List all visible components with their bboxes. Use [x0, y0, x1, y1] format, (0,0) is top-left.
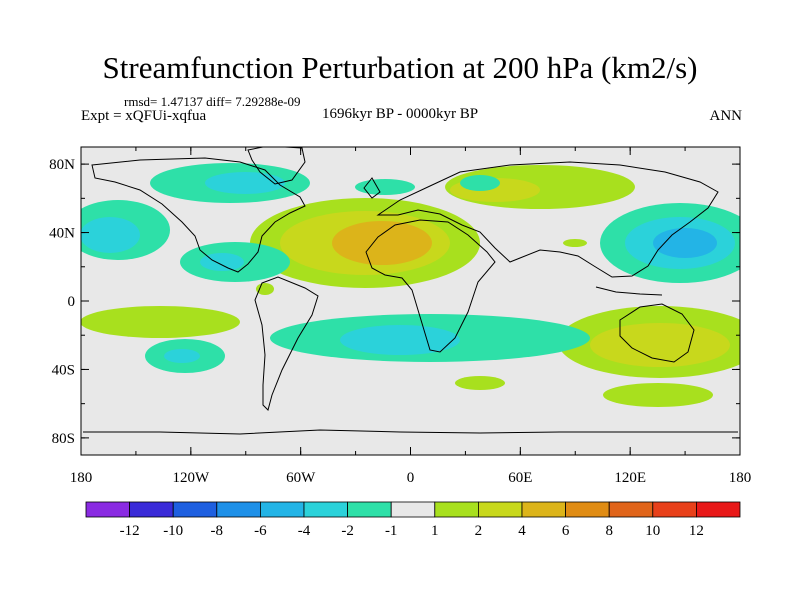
colorbar-swatch: [259, 501, 305, 518]
coastlines: [83, 147, 738, 435]
colorbar-swatch: [608, 501, 654, 518]
colorbar-swatch: [652, 501, 697, 518]
lat-label: 40S: [52, 362, 75, 378]
negative-anomaly-minor: [355, 175, 500, 195]
colorbar-label: -10: [163, 523, 183, 539]
colorbar-swatch: [565, 501, 610, 518]
colorbar-swatch: [129, 501, 174, 518]
colorbar-label: 10: [645, 523, 660, 539]
colorbar-label: -6: [254, 523, 267, 539]
positive-anomaly-australia: [558, 306, 740, 378]
positive-anomaly-south-pacific: [81, 306, 240, 338]
negative-anomaly-south-pacific: [145, 339, 225, 373]
colorbar-swatch: [347, 501, 392, 518]
lon-label: 120E: [614, 470, 646, 486]
colorbar-label: -4: [298, 523, 311, 539]
lat-label: 40N: [49, 226, 75, 242]
positive-anomaly-central-asia: [445, 165, 635, 209]
negative-anomaly-north-america: [150, 163, 310, 203]
colorbar-swatch: [434, 501, 479, 518]
lat-label: 0: [68, 294, 76, 310]
negative-anomaly-east-pacific: [81, 200, 170, 260]
lon-label: 0: [407, 470, 415, 486]
colorbar-swatch: [303, 501, 348, 518]
colorbar-swatch: [390, 501, 436, 518]
colorbar: -12 -10 -8 -6 -4 -2 -1 1 2 4 6 8 10 12: [85, 501, 741, 539]
map-title: Streamfunction Perturbation at 200 hPa (…: [102, 50, 698, 85]
colorbar-label: 6: [562, 523, 570, 539]
lat-label: 80S: [52, 431, 75, 447]
colorbar-label: -2: [341, 523, 354, 539]
season-label: ANN: [709, 108, 743, 124]
lon-label: 120W: [172, 470, 210, 486]
colorbar-label: 8: [605, 523, 613, 539]
positive-anomaly-n-atlantic-africa: [250, 198, 480, 288]
negative-anomaly-central-america: [180, 242, 290, 282]
colorbar-swatch: [477, 501, 523, 518]
colorbar-label: 4: [518, 523, 526, 539]
stats-line: rmsd= 1.47137 diff= 7.29288e-09: [124, 94, 301, 109]
colorbar-label: 1: [431, 523, 439, 539]
longitude-axis: 180 120W 60W 0 60E 120E 180: [70, 147, 752, 486]
lat-label: 80N: [49, 157, 75, 173]
colorbar-label: 12: [689, 523, 704, 539]
colorbar-label: 2: [475, 523, 483, 539]
colorbar-swatch: [172, 501, 218, 518]
lon-label: 180: [70, 470, 93, 486]
colorbar-swatch: [521, 501, 566, 518]
lon-label: 60W: [286, 470, 316, 486]
colorbar-swatch: [85, 501, 130, 518]
colorbar-label: -12: [120, 523, 140, 539]
experiment-label: Expt = xQFUi-xqfua: [81, 108, 207, 124]
negative-anomaly-south-atlantic: [270, 314, 590, 362]
contour-field: [81, 147, 740, 435]
latitude-axis: 80N 40N 0 40S 80S: [49, 157, 740, 447]
colorbar-label: -8: [211, 523, 224, 539]
lon-label: 60E: [508, 470, 532, 486]
negative-anomaly-west-pacific: [600, 203, 740, 283]
colorbar-swatch: [696, 501, 741, 518]
colorbar-swatch: [216, 501, 261, 518]
colorbar-label: -1: [385, 523, 398, 539]
period-label: 1696kyr BP - 0000kyr BP: [322, 106, 479, 122]
lon-label: 180: [729, 470, 752, 486]
